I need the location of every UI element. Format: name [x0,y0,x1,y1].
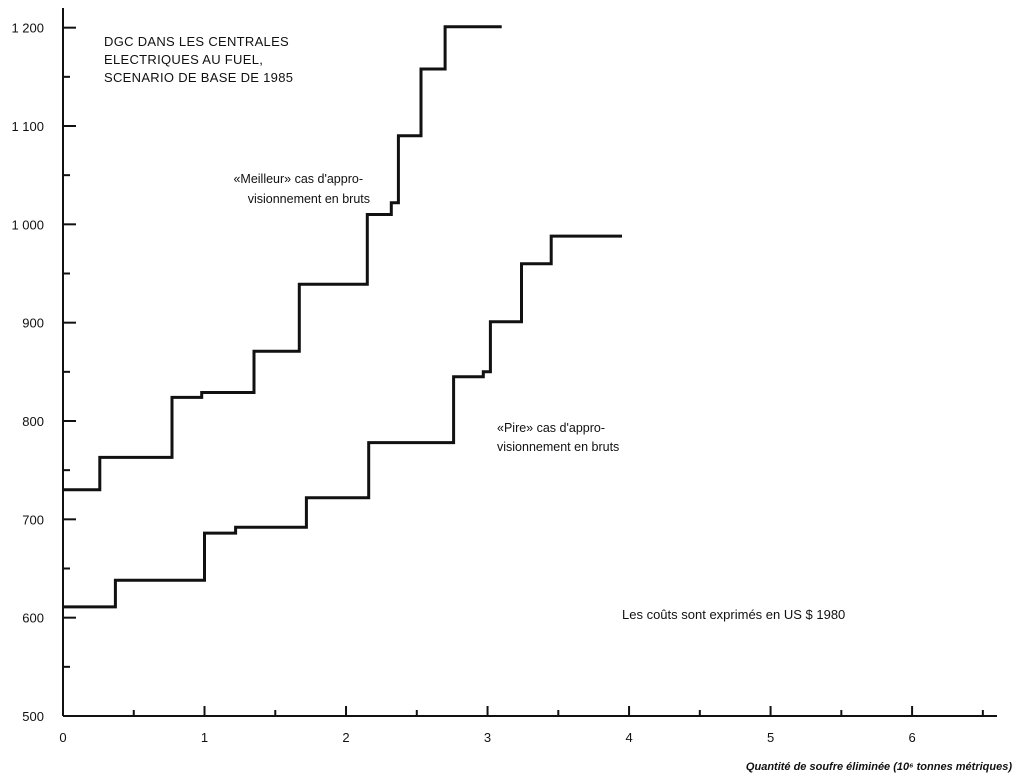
x-tick-label: 6 [908,730,915,745]
title-line: SCENARIO DE BASE DE 1985 [104,70,293,85]
title-line: ELECTRIQUES AU FUEL, [104,52,263,67]
series-label-line: «Pire» cas d'appro- [497,421,605,435]
chart-title: DGC DANS LES CENTRALES ELECTRIQUES AU FU… [104,34,293,85]
series-worst-case-line [63,234,622,609]
title-line: DGC DANS LES CENTRALES [104,34,289,49]
series-label-line: visionnement en bruts [248,192,370,206]
y-tick-label: 600 [22,611,44,626]
y-tick-label: 1 100 [11,119,44,134]
series-label-worst: «Pire» cas d'appro- visionnement en brut… [497,421,619,454]
series-best-case-line [63,25,502,492]
y-tick-label: 900 [22,316,44,331]
y-tick-label: 1 000 [11,217,44,232]
x-tick-label: 0 [59,730,66,745]
x-axis-label: Quantité de soufre éliminée (10⁶ tonnes … [746,761,1012,773]
x-tick-label: 4 [625,730,632,745]
x-tick-label: 3 [484,730,491,745]
currency-note: Les coûts sont exprimés en US $ 1980 [622,607,845,622]
series-label-best: «Meilleur» cas d'appro- visionnement en … [233,172,370,206]
series-layer [63,25,622,609]
y-tick-label: 1 200 [11,21,44,36]
x-tick-label: 1 [201,730,208,745]
y-tick-label: 800 [22,414,44,429]
series-label-line: «Meilleur» cas d'appro- [233,172,363,186]
y-tick-label: 500 [22,709,44,724]
x-tick-label: 2 [342,730,349,745]
series-label-line: visionnement en bruts [497,440,619,454]
x-tick-label: 5 [767,730,774,745]
axes: 0 1 2 3 4 5 6 500 600 700 800 900 1 000 1 100 1 200 [11,8,997,745]
y-tick-label: 700 [22,512,44,527]
